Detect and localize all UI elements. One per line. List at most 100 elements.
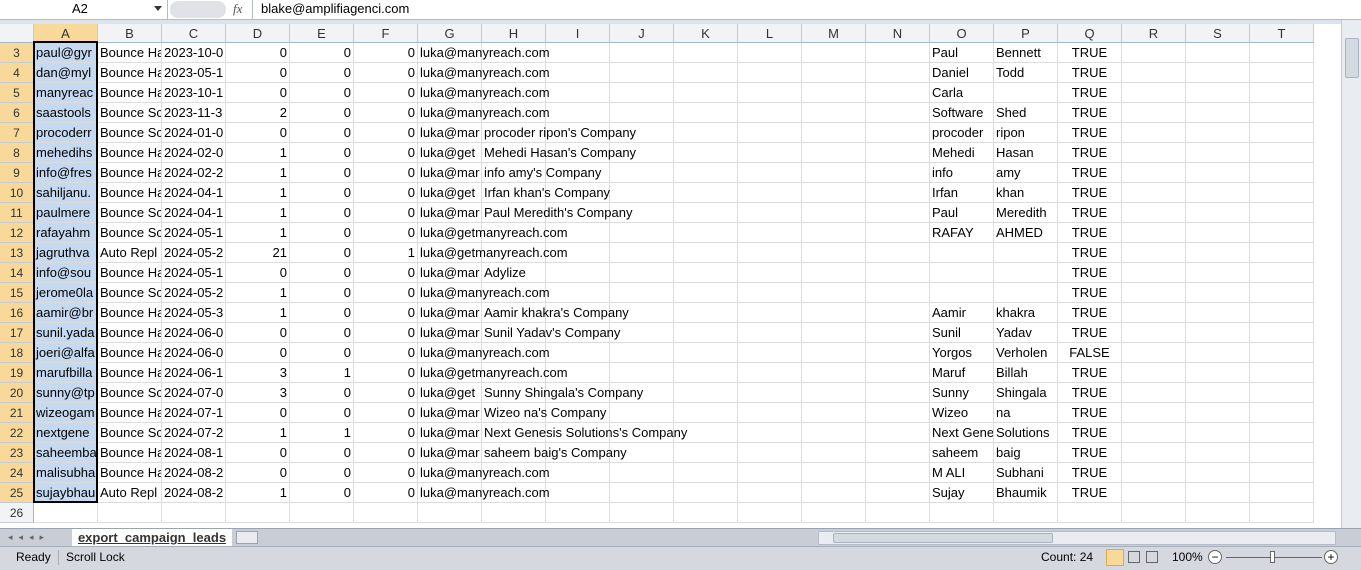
cell: joeri@alfa bbox=[36, 345, 95, 360]
selected-cell bbox=[34, 463, 97, 482]
cell: 0 bbox=[343, 465, 351, 480]
cell: info bbox=[932, 165, 953, 180]
column-header: J bbox=[610, 24, 674, 43]
cell: 0 bbox=[343, 445, 351, 460]
cell: 0 bbox=[407, 125, 415, 140]
cell: 2024-05-1 bbox=[164, 265, 224, 280]
cell: Bhaumik bbox=[996, 485, 1047, 500]
cell: Maruf bbox=[932, 365, 966, 380]
cell: 0 bbox=[343, 345, 351, 360]
cell: sahiljanu. bbox=[36, 185, 91, 200]
cell: TRUE bbox=[1071, 125, 1108, 140]
cell: 2024-07-0 bbox=[164, 385, 224, 400]
cell: 2024-01-0 bbox=[164, 125, 224, 140]
formula-content[interactable]: blake@amplifiagenci.com bbox=[261, 1, 410, 16]
column-header: S bbox=[1186, 24, 1250, 43]
selected-cell bbox=[34, 263, 97, 282]
cell: 0 bbox=[407, 145, 415, 160]
tab-nav[interactable]: ◂◂◂▸ bbox=[8, 532, 51, 542]
selected-cell bbox=[34, 163, 97, 182]
normal-view-button[interactable] bbox=[1106, 549, 1124, 566]
cell: TRUE bbox=[1071, 105, 1108, 120]
grid-line bbox=[34, 122, 1314, 123]
zoom-in[interactable]: + bbox=[1324, 550, 1338, 564]
cell: 0 bbox=[343, 105, 351, 120]
cell: info@fres bbox=[36, 165, 92, 180]
vertical-scrollbar[interactable] bbox=[1341, 20, 1361, 528]
cell: Shingala bbox=[996, 385, 1047, 400]
cell: Paul bbox=[932, 205, 959, 220]
cell: Irfan bbox=[932, 185, 959, 200]
cell: 0 bbox=[407, 105, 415, 120]
cell: Adylize bbox=[484, 265, 526, 280]
row-header: 22 bbox=[0, 423, 34, 443]
grid-line bbox=[417, 43, 418, 523]
cell: amy bbox=[996, 165, 1021, 180]
cell: TRUE bbox=[1071, 205, 1108, 220]
cell: M ALI bbox=[932, 465, 966, 480]
selected-cell bbox=[34, 243, 97, 262]
scroll-thumb[interactable] bbox=[833, 533, 1053, 543]
cell: Aamir bbox=[932, 305, 966, 320]
cell: Bounce Ha bbox=[100, 405, 161, 420]
cell: 0 bbox=[343, 385, 351, 400]
new-sheet-tab[interactable] bbox=[236, 531, 258, 544]
cell: 0 bbox=[407, 425, 415, 440]
cell: luka@getmanyreach.com bbox=[420, 365, 568, 380]
cell: luka@mar bbox=[420, 325, 480, 340]
cell: 0 bbox=[279, 465, 287, 480]
zoom-out[interactable]: − bbox=[1208, 550, 1222, 564]
row-header: 17 bbox=[0, 323, 34, 343]
cell: Bounce Ha bbox=[100, 345, 161, 360]
scroll-thumb[interactable] bbox=[1345, 38, 1359, 78]
cell: luka@mar bbox=[420, 165, 480, 180]
page-break-button[interactable] bbox=[1146, 551, 1158, 563]
cell: luka@mar bbox=[420, 305, 480, 320]
cell: 0 bbox=[343, 125, 351, 140]
cell: sunny@tp bbox=[36, 385, 95, 400]
row-header: 25 bbox=[0, 483, 34, 503]
column-header: B bbox=[98, 24, 162, 43]
cell: saheem baig's Company bbox=[484, 445, 627, 460]
page-layout-button[interactable] bbox=[1128, 551, 1140, 563]
cell: Bounce Ha bbox=[100, 265, 161, 280]
cell: Auto Repl bbox=[100, 245, 158, 260]
grid-line bbox=[34, 102, 1314, 103]
zoom-level[interactable]: 100% bbox=[1172, 550, 1203, 564]
cell: 2024-08-2 bbox=[164, 485, 224, 500]
status-mode: Ready bbox=[16, 550, 51, 564]
selected-cell bbox=[34, 103, 97, 122]
cell: TRUE bbox=[1071, 365, 1108, 380]
cell: saastools bbox=[36, 105, 91, 120]
cell: 1 bbox=[279, 145, 287, 160]
row-header: 6 bbox=[0, 103, 34, 123]
cell: Paul Meredith's Company bbox=[484, 205, 633, 220]
cell: 2024-02-2 bbox=[164, 165, 224, 180]
horizontal-scrollbar[interactable] bbox=[818, 531, 1336, 545]
function-icon[interactable]: fx bbox=[233, 1, 243, 16]
cell: wizeogam bbox=[36, 405, 95, 420]
cell: na bbox=[996, 405, 1011, 420]
cell: Mehedi Hasan's Company bbox=[484, 145, 637, 160]
formula-bar: A2 fx blake@amplifiagenci.com bbox=[0, 0, 1361, 20]
cell: 0 bbox=[407, 165, 415, 180]
name-box[interactable]: A2 bbox=[0, 0, 168, 19]
selected-cell bbox=[34, 303, 97, 322]
cell: malisubha bbox=[36, 465, 96, 480]
name-box-dropdown[interactable] bbox=[154, 6, 162, 11]
sheet-tab[interactable]: export_campaign_leads bbox=[72, 529, 232, 546]
cell: Bounce Ha bbox=[100, 465, 161, 480]
cell: luka@manyreach.com bbox=[420, 65, 550, 80]
separator bbox=[58, 550, 59, 565]
grid-line bbox=[161, 43, 162, 523]
separator bbox=[252, 0, 253, 19]
cell: Sunil Yadav's Company bbox=[484, 325, 621, 340]
cell: 2023-10-1 bbox=[164, 85, 224, 100]
cell: Solutions bbox=[996, 425, 1050, 440]
cell: Bounce Ha bbox=[100, 165, 161, 180]
cell: luka@mar bbox=[420, 125, 480, 140]
cell: Bounce Ha bbox=[100, 365, 161, 380]
cell: 2024-06-0 bbox=[164, 345, 224, 360]
zoom-thumb[interactable] bbox=[1270, 551, 1275, 563]
